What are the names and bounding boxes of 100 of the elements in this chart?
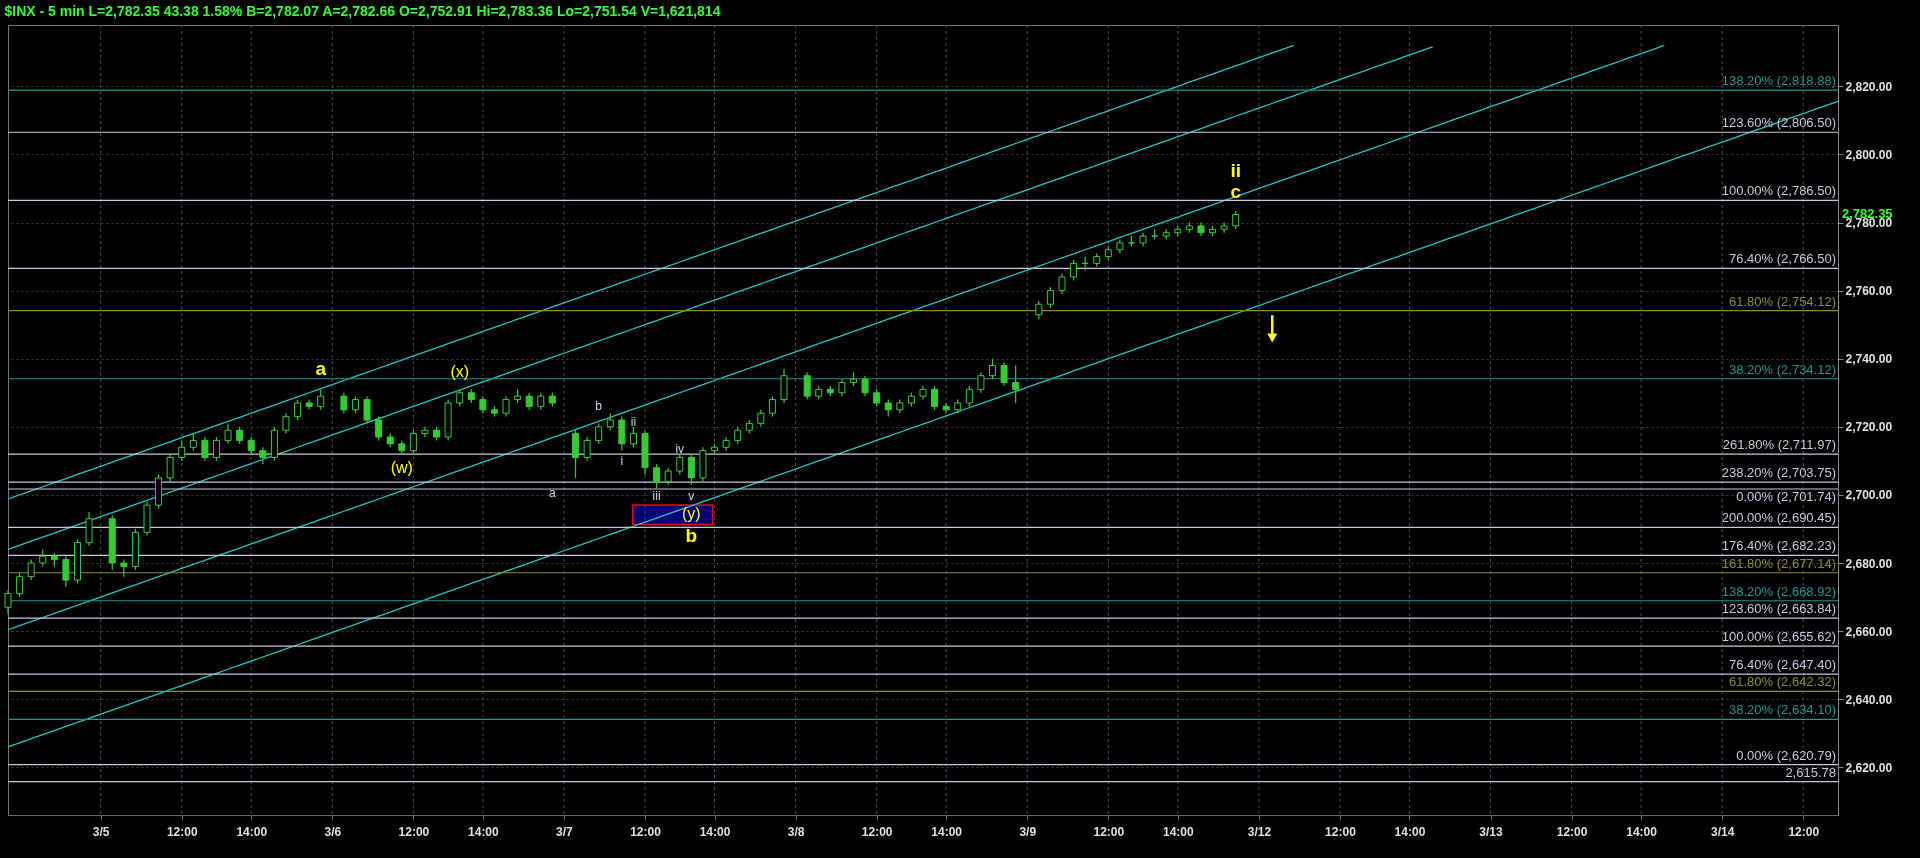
- annotation: c: [1230, 180, 1242, 202]
- y-tick-label: 2,800.00: [1845, 147, 1893, 162]
- x-tick-label: 14:00: [699, 824, 731, 839]
- candlestick: [62, 555, 70, 588]
- y-tick-label: 2,760.00: [1845, 284, 1893, 299]
- candlestick: [583, 436, 591, 462]
- annotation: a: [549, 485, 557, 500]
- ref-line-label: 138.20% (2,668.92): [1721, 583, 1836, 599]
- x-tick-label: 14:00: [931, 824, 963, 839]
- x-tick-label: 3/5: [92, 824, 110, 839]
- ref-line-label: 38.20% (2,734.12): [1729, 361, 1836, 377]
- candlestick: [224, 422, 232, 445]
- candlestick: [780, 368, 788, 404]
- x-tick-label: 12:00: [1093, 824, 1125, 839]
- x-tick-label: 14:00: [1626, 824, 1658, 839]
- candlestick: [1012, 364, 1020, 404]
- annotation: b: [595, 399, 603, 414]
- ref-line-label: 100.00% (2,786.50): [1721, 183, 1836, 199]
- ref-line-label: 76.40% (2,647.40): [1729, 657, 1836, 673]
- candlestick: [803, 371, 811, 401]
- x-tick-label: 3/12: [1247, 824, 1272, 839]
- x-tick-label: 12:00: [166, 824, 198, 839]
- candlestick: [965, 385, 973, 407]
- candlestick: [85, 511, 93, 547]
- candlestick: [1035, 300, 1043, 321]
- candlestick: [1070, 259, 1078, 281]
- y-tick-label: 2,680.00: [1845, 556, 1893, 571]
- x-tick-label: 14:00: [236, 824, 268, 839]
- ref-line-label: 200.00% (2,690.45): [1721, 510, 1836, 526]
- candlestick: [595, 422, 603, 445]
- candlestick: [317, 388, 325, 411]
- y-tick-label: 2,740.00: [1845, 352, 1893, 367]
- candlestick: [212, 436, 220, 462]
- candlestick: [502, 395, 510, 418]
- x-tick-label: 12:00: [398, 824, 430, 839]
- line-series: [7, 100, 1839, 748]
- annotation: iii: [652, 489, 661, 504]
- candlestick: [421, 426, 429, 438]
- candlestick: [16, 572, 24, 598]
- x-tick-label: 3/6: [324, 824, 342, 839]
- candlestick: [1046, 286, 1054, 309]
- chart-title: $INX - 5 min L=2,782.35 43.38 1.58% B=2,782.07 A=2,782.66 O=2,752.91 Hi=2,783.36 Lo=2,751.54 V=1,621,814: [4, 2, 721, 19]
- candlestick: [294, 398, 302, 421]
- ref-line-label: 76.40% (2,766.50): [1729, 251, 1836, 267]
- y-tick-label: 2,660.00: [1845, 624, 1893, 639]
- line-series: [7, 44, 1665, 631]
- candlestick: [27, 559, 35, 581]
- ref-line-label: 2,615.78: [1785, 764, 1836, 780]
- x-tick-label: 14:00: [1394, 824, 1426, 839]
- candlestick: [977, 371, 985, 394]
- ref-line-label: 123.60% (2,663.84): [1721, 601, 1836, 617]
- candlestick: [178, 439, 186, 462]
- y-tick-label: 2,620.00: [1845, 760, 1893, 775]
- ref-line-label: 61.80% (2,754.12): [1729, 293, 1836, 309]
- candlestick: [166, 453, 174, 482]
- x-tick-label: 12:00: [1556, 824, 1588, 839]
- annotation: (x): [450, 363, 470, 381]
- x-tick-label: 14:00: [1162, 824, 1194, 839]
- ref-line-label: 138.20% (2,818.88): [1721, 73, 1836, 89]
- candlestick: [4, 589, 12, 615]
- annotation: (w): [390, 458, 413, 476]
- ref-line-label: 238.20% (2,703.75): [1721, 465, 1836, 481]
- ref-line-label: 0.00% (2,620.79): [1736, 747, 1836, 763]
- candlestick: [676, 453, 684, 476]
- candlestick: [1000, 361, 1008, 387]
- x-tick-label: 14:00: [468, 824, 500, 839]
- x-tick-label: 3/9: [1019, 824, 1037, 839]
- candlestick: [572, 429, 580, 479]
- candlestick: [931, 385, 939, 411]
- candlestick: [409, 429, 417, 455]
- x-tick-label: 3/14: [1711, 824, 1735, 839]
- candlestick: [988, 358, 996, 380]
- ref-line-label: 61.80% (2,642.32): [1729, 674, 1836, 690]
- annotation: b: [685, 524, 698, 546]
- candlestick: [201, 436, 209, 462]
- x-tick-label: 12:00: [630, 824, 662, 839]
- ref-line-label: 161.80% (2,677.14): [1721, 555, 1836, 571]
- x-tick-label: 3/7: [556, 824, 574, 839]
- y-tick-label: 2,700.00: [1845, 488, 1893, 503]
- candlestick: [618, 415, 626, 452]
- candlestick: [653, 463, 661, 489]
- candlestick: [1058, 272, 1066, 295]
- candlestick: [282, 412, 290, 435]
- ref-line-label: 100.00% (2,655.62): [1721, 629, 1836, 645]
- x-tick-label: 3/8: [787, 824, 805, 839]
- annotation: v: [688, 489, 695, 504]
- ref-line-label: 123.60% (2,806.50): [1721, 115, 1836, 131]
- ref-line-label: 261.80% (2,711.97): [1722, 437, 1836, 453]
- annotation: ii: [1230, 160, 1241, 182]
- annotation: (y): [682, 504, 701, 522]
- candlestick: [768, 395, 776, 418]
- line-series: [7, 46, 1434, 551]
- annotation: iv: [675, 441, 685, 456]
- candlestick: [1232, 210, 1240, 230]
- x-tick-label: 12:00: [1325, 824, 1357, 839]
- x-tick-label: 3/13: [1479, 824, 1504, 839]
- candlestick: [629, 426, 637, 448]
- candlestick: [340, 392, 348, 414]
- annotation: ii: [630, 414, 637, 429]
- x-tick-label: 12:00: [1788, 824, 1820, 839]
